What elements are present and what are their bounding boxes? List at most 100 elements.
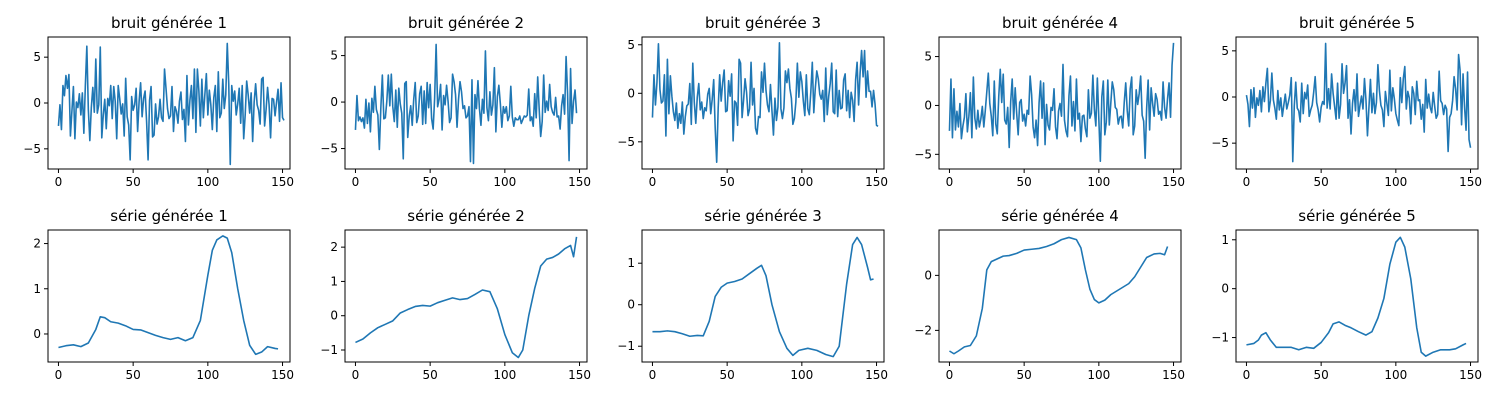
series-line [1245, 42, 1472, 163]
x-tick-label: 0 [649, 368, 657, 382]
y-tick-label: 1 [1221, 233, 1229, 247]
subplot-7: série générée 2 0 50 100 150 −1 0 1 2 [320, 207, 591, 382]
x-tick-label: 0 [352, 175, 360, 189]
series-line [1246, 236, 1467, 357]
y-tick-label: 0 [330, 95, 338, 109]
y-tick-label: 5 [924, 50, 932, 64]
y-tick-label: 0 [330, 309, 338, 323]
x-tick-label: 150 [568, 368, 591, 382]
x-tick-label: 150 [568, 175, 591, 189]
subplot-title: série générée 2 [407, 207, 524, 225]
axes-frame [938, 229, 1182, 363]
x-tick-label: 50 [126, 368, 141, 382]
axes-frame [344, 36, 588, 170]
y-tick-label: 0 [924, 98, 932, 112]
x-tick-label: 0 [946, 368, 954, 382]
x-tick-label: 100 [196, 175, 219, 189]
x-tick-label: 0 [946, 175, 954, 189]
x-tick-label: 50 [126, 175, 141, 189]
x-tick-label: 0 [649, 175, 657, 189]
y-tick-label: 0 [627, 86, 635, 100]
x-tick-label: 150 [271, 368, 294, 382]
y-tick-label: 5 [1221, 44, 1229, 58]
x-tick-label: 100 [1384, 175, 1407, 189]
y-tick-label: 2 [33, 237, 41, 251]
axes-frame [1235, 229, 1479, 363]
y-tick-label: 0 [924, 268, 932, 282]
subplot-9: série générée 4 0 50 100 150 −2 0 [914, 207, 1185, 382]
x-tick-label: 50 [1314, 368, 1329, 382]
x-tick-label: 50 [720, 175, 735, 189]
y-tick-label: −1 [1211, 331, 1229, 345]
subplot-title: bruit générée 2 [408, 14, 524, 32]
series-line [354, 43, 578, 165]
x-tick-label: 150 [271, 175, 294, 189]
x-tick-label: 150 [1459, 175, 1482, 189]
series-line [355, 236, 578, 359]
series-line [651, 42, 879, 164]
x-tick-label: 0 [352, 368, 360, 382]
axes-frame [344, 229, 588, 363]
series-line [57, 42, 285, 166]
x-tick-label: 100 [493, 175, 516, 189]
subplot-title: série générée 3 [704, 207, 821, 225]
y-tick-label: 1 [627, 256, 635, 270]
x-tick-label: 0 [1243, 368, 1251, 382]
y-tick-label: 1 [33, 282, 41, 296]
x-tick-label: 150 [1162, 368, 1185, 382]
y-tick-label: 5 [330, 49, 338, 63]
x-tick-label: 100 [790, 175, 813, 189]
y-tick-label: 5 [33, 50, 41, 64]
x-tick-label: 100 [1087, 368, 1110, 382]
subplot-2: bruit générée 2 0 50 100 150 −5 0 5 [320, 14, 591, 189]
axes-frame [938, 36, 1182, 170]
y-tick-label: 0 [627, 298, 635, 312]
y-tick-label: 5 [627, 38, 635, 52]
x-tick-label: 100 [1384, 368, 1407, 382]
series-line [948, 42, 1175, 162]
subplot-5: bruit générée 5 0 50 100 150 −5 0 5 [1211, 14, 1482, 189]
x-tick-label: 150 [1459, 368, 1482, 382]
subplot-6: série générée 1 0 50 100 150 0 1 2 [33, 207, 294, 382]
series-line [652, 236, 874, 358]
y-tick-label: −5 [617, 135, 635, 149]
subplot-title: bruit générée 1 [111, 14, 227, 32]
y-tick-label: 2 [330, 240, 338, 254]
x-tick-label: 150 [865, 368, 888, 382]
series-line [58, 235, 279, 356]
x-tick-label: 0 [55, 175, 63, 189]
x-tick-label: 150 [865, 175, 888, 189]
x-tick-label: 50 [1017, 175, 1032, 189]
x-tick-label: 0 [1243, 175, 1251, 189]
x-tick-label: 50 [720, 368, 735, 382]
y-tick-label: −1 [617, 339, 635, 353]
x-tick-label: 0 [55, 368, 63, 382]
y-tick-label: −1 [320, 343, 338, 357]
y-tick-label: 0 [1221, 282, 1229, 296]
y-tick-label: −5 [23, 142, 41, 156]
x-tick-label: 100 [493, 368, 516, 382]
x-tick-label: 100 [1087, 175, 1110, 189]
x-tick-label: 50 [423, 175, 438, 189]
y-tick-label: −5 [320, 142, 338, 156]
subplot-title: bruit générée 4 [1002, 14, 1118, 32]
series-line [949, 236, 1169, 355]
subplot-title: série générée 5 [1298, 207, 1415, 225]
y-tick-label: 0 [33, 327, 41, 341]
y-tick-label: 1 [330, 274, 338, 288]
subplot-title: bruit générée 5 [1299, 14, 1415, 32]
axes-frame [47, 229, 291, 363]
subplot-4: bruit générée 4 0 50 100 150 −5 0 5 [914, 14, 1185, 189]
subplot-3: bruit générée 3 0 50 100 150 −5 0 5 [617, 14, 888, 189]
y-tick-label: 0 [33, 96, 41, 110]
axes-frame [641, 229, 885, 363]
subplot-title: bruit générée 3 [705, 14, 821, 32]
subplot-1: bruit générée 1 0 50 100 150 −5 0 5 [23, 14, 294, 189]
y-tick-label: −5 [914, 147, 932, 161]
y-tick-label: −5 [1211, 136, 1229, 150]
x-tick-label: 50 [423, 368, 438, 382]
y-tick-label: −2 [914, 323, 932, 337]
axes-frame [641, 36, 885, 170]
x-tick-label: 100 [196, 368, 219, 382]
